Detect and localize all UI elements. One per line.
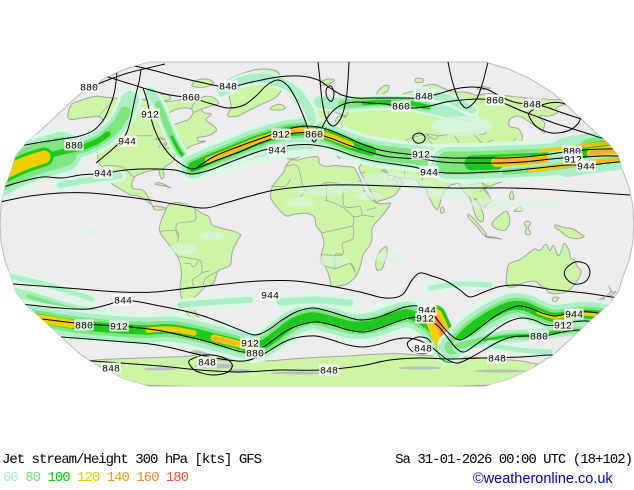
svg-text:848: 848 — [488, 355, 506, 366]
svg-text:912: 912 — [416, 315, 434, 326]
svg-text:860: 860 — [486, 97, 504, 108]
svg-text:912: 912 — [110, 323, 128, 334]
svg-text:848: 848 — [219, 83, 237, 94]
svg-text:860: 860 — [182, 94, 200, 105]
svg-text:944: 944 — [577, 163, 595, 174]
svg-text:944: 944 — [118, 138, 136, 149]
svg-text:912: 912 — [141, 111, 159, 122]
svg-text:880: 880 — [65, 142, 83, 153]
svg-text:944: 944 — [94, 170, 112, 181]
svg-text:880: 880 — [246, 350, 264, 361]
svg-text:848: 848 — [523, 101, 541, 112]
svg-text:848: 848 — [414, 345, 432, 356]
svg-text:944: 944 — [565, 311, 583, 322]
svg-text:912: 912 — [564, 156, 582, 167]
svg-text:912: 912 — [272, 131, 290, 142]
svg-text:844: 844 — [114, 297, 132, 308]
svg-text:860: 860 — [305, 131, 323, 142]
svg-text:944: 944 — [418, 307, 436, 318]
svg-text:880: 880 — [563, 148, 581, 159]
svg-text:880: 880 — [75, 322, 93, 333]
svg-text:912: 912 — [412, 151, 430, 162]
svg-text:912: 912 — [554, 322, 572, 333]
svg-text:912: 912 — [241, 340, 259, 351]
svg-text:944: 944 — [268, 147, 286, 158]
svg-text:944: 944 — [261, 292, 279, 303]
svg-text:860: 860 — [392, 103, 410, 114]
svg-text:848: 848 — [415, 93, 433, 104]
svg-text:944: 944 — [420, 169, 438, 180]
svg-text:848: 848 — [102, 365, 120, 376]
svg-text:880: 880 — [80, 84, 98, 95]
svg-text:848: 848 — [320, 367, 338, 378]
svg-text:880: 880 — [530, 333, 548, 344]
svg-text:848: 848 — [198, 359, 216, 370]
